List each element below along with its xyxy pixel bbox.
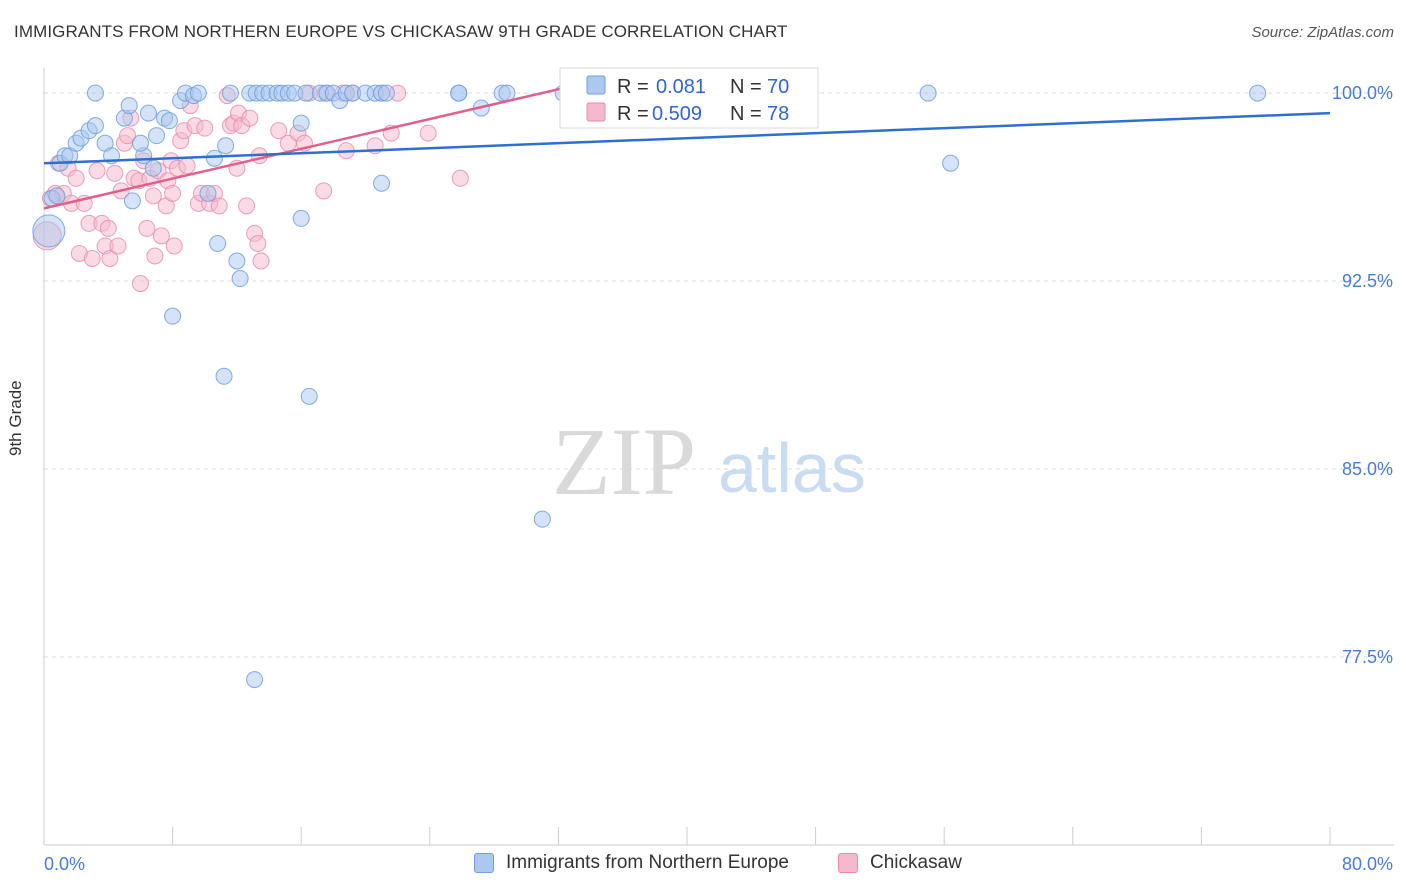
stats-legend-swatch-1 xyxy=(586,75,606,95)
chickasaw-point xyxy=(146,247,164,265)
northern-europe-point xyxy=(297,84,315,102)
stats-legend-swatch-2 xyxy=(586,102,606,122)
northern-europe-point xyxy=(199,184,217,202)
stats-n-value-2: 78 xyxy=(767,103,789,125)
chickasaw-point xyxy=(165,237,183,255)
x-tick-label: 80.0% xyxy=(1342,854,1393,874)
northern-europe-point xyxy=(32,214,66,248)
northern-europe-point xyxy=(131,134,149,152)
gridlines xyxy=(44,92,1394,658)
northern-europe-point xyxy=(231,270,249,288)
stats-r-value-2: 0.509 xyxy=(652,103,702,125)
northern-europe-point xyxy=(217,137,235,155)
stats-n-value-1: 70 xyxy=(767,76,789,98)
chickasaw-point xyxy=(419,124,437,142)
chickasaw-point xyxy=(119,127,137,145)
chickasaw-point xyxy=(315,182,333,200)
chickasaw-point xyxy=(238,197,256,215)
stats-r-value-1: 0.081 xyxy=(656,76,706,98)
y-tick-label: 77.5% xyxy=(1342,647,1393,667)
chickasaw-point xyxy=(109,237,127,255)
chickasaw-point xyxy=(138,219,156,237)
chart-title: IMMIGRANTS FROM NORTHERN EUROPE VS CHICK… xyxy=(14,22,788,41)
legend-label-northern-europe: Immigrants from Northern Europe xyxy=(506,852,789,873)
northern-europe-point xyxy=(160,112,178,130)
legend-item-northern-europe: Immigrants from Northern Europe xyxy=(474,852,789,874)
legend-swatch-chickasaw xyxy=(838,853,858,873)
chickasaw-point xyxy=(241,109,259,127)
northern-europe-point xyxy=(144,159,162,177)
northern-europe-trend-line xyxy=(43,111,1331,165)
northern-europe-point xyxy=(205,149,223,167)
chickasaw-point xyxy=(67,169,85,187)
northern-europe-point xyxy=(228,252,246,270)
stats-n-label-1: N = xyxy=(730,76,762,98)
tick-labels: 77.5% 85.0% 92.5% 100.0% 0.0% 80.0% xyxy=(44,83,1393,874)
chickasaw-trend-line xyxy=(43,84,575,210)
chickasaw-point xyxy=(88,162,106,180)
y-tick-label: 85.0% xyxy=(1342,459,1393,479)
chickasaw-point xyxy=(144,187,162,205)
northern-europe-point xyxy=(120,97,138,115)
chickasaw-point xyxy=(83,249,101,267)
northern-europe-point xyxy=(292,114,310,132)
chickasaw-point xyxy=(164,184,182,202)
stats-r-label-1: R = xyxy=(617,76,649,98)
chickasaw-point xyxy=(178,157,196,175)
northern-europe-point xyxy=(942,154,960,172)
watermark: ZIP atlas xyxy=(552,408,866,515)
stats-r-label-2: R = xyxy=(617,103,649,125)
chickasaw-point xyxy=(131,275,149,293)
northern-europe-point xyxy=(209,234,227,252)
chickasaw-point xyxy=(270,122,288,140)
northern-europe-point xyxy=(48,187,66,205)
chickasaw-point xyxy=(99,219,117,237)
northern-europe-point xyxy=(164,307,182,325)
northern-europe-point xyxy=(86,84,104,102)
northern-europe-point xyxy=(292,209,310,227)
watermark-zip: ZIP xyxy=(552,408,696,515)
source-label: Source: ZipAtlas.com xyxy=(1251,24,1394,41)
y-tick-label: 100.0% xyxy=(1332,83,1393,103)
northern-europe-point xyxy=(123,192,141,210)
chickasaw-point xyxy=(152,227,170,245)
northern-europe-point xyxy=(300,387,318,405)
northern-europe-point xyxy=(86,117,104,135)
northern-europe-point xyxy=(148,127,166,145)
northern-europe-point xyxy=(189,84,207,102)
chickasaw-point xyxy=(210,197,228,215)
northern-europe-point xyxy=(377,84,395,102)
northern-europe-point xyxy=(215,367,233,385)
northern-europe-point xyxy=(450,84,468,102)
northern-europe-point xyxy=(246,671,264,689)
chickasaw-point xyxy=(196,119,214,137)
northern-europe-point xyxy=(919,84,937,102)
chickasaw-point xyxy=(252,252,270,270)
series-chickasaw-points xyxy=(32,84,469,293)
watermark-atlas: atlas xyxy=(718,429,866,507)
northern-europe-point xyxy=(221,84,239,102)
stats-n-label-2: N = xyxy=(730,103,762,125)
chickasaw-point xyxy=(249,234,267,252)
legend-item-chickasaw: Chickasaw xyxy=(838,852,962,874)
northern-europe-point xyxy=(533,510,551,528)
chickasaw-point xyxy=(451,169,469,187)
northern-europe-point xyxy=(373,174,391,192)
legend-swatch-northern-europe xyxy=(474,853,494,873)
y-tick-label: 92.5% xyxy=(1342,271,1393,291)
chickasaw-point xyxy=(101,249,119,267)
x-tick-label: 0.0% xyxy=(44,854,85,874)
legend-label-chickasaw: Chickasaw xyxy=(870,852,962,873)
northern-europe-point xyxy=(1249,84,1267,102)
northern-europe-point xyxy=(139,104,157,122)
chickasaw-point xyxy=(106,164,124,182)
trend-lines xyxy=(43,84,1331,210)
series-northern-europe-points xyxy=(32,84,1267,689)
stats-legend: R = 0.081 N = 70 R = 0.509 N = 78 xyxy=(559,67,819,129)
